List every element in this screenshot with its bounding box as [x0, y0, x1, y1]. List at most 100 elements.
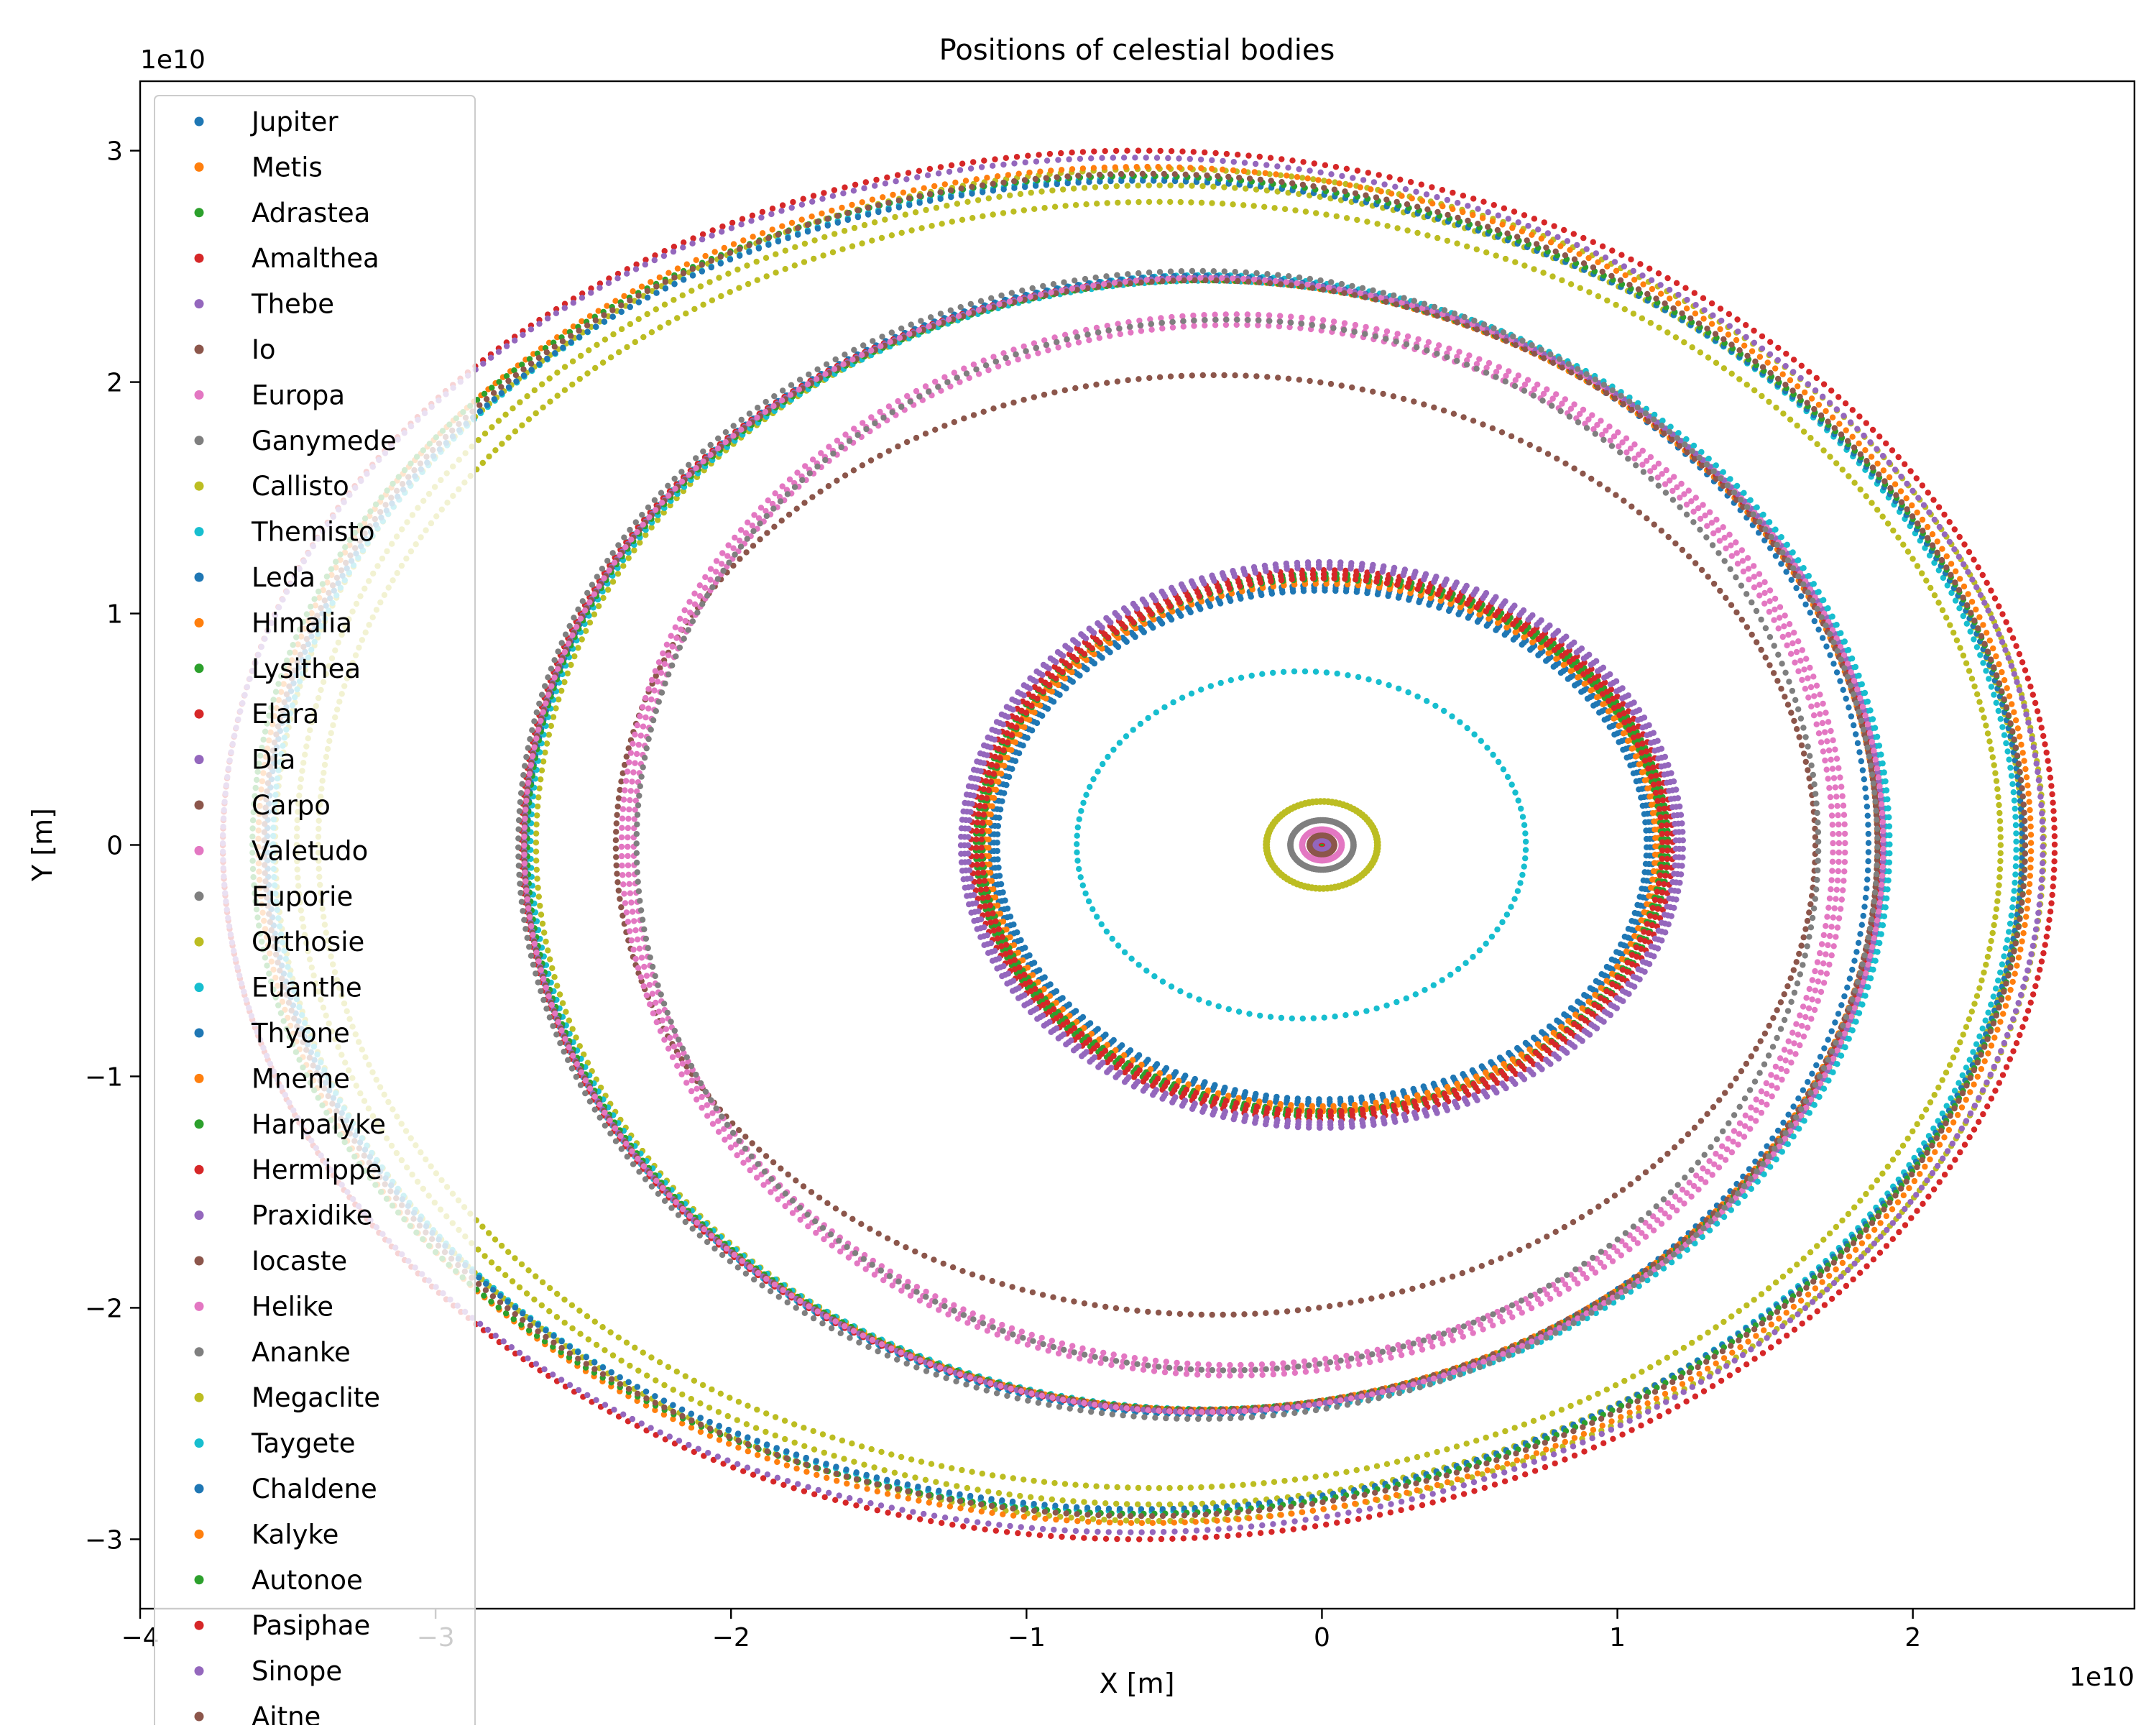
orbit-point: [971, 917, 977, 924]
orbit-point: [1159, 978, 1166, 985]
orbit-point: [832, 1205, 839, 1212]
orbit-point: [1424, 1112, 1430, 1119]
orbit-point: [974, 758, 980, 765]
orbit-point: [1110, 1351, 1117, 1358]
orbit-point: [1493, 594, 1499, 600]
orbit-point: [978, 845, 985, 851]
orbit-point: [1710, 1104, 1717, 1111]
orbit-point: [1519, 814, 1526, 820]
orbit-point: [1217, 679, 1224, 686]
orbit-point: [1383, 1002, 1390, 1009]
orbit-point: [1240, 1094, 1248, 1100]
orbit-point: [1189, 372, 1196, 379]
orbit-point: [1511, 602, 1518, 609]
orbit-point: [1674, 888, 1682, 895]
orbit-point: [1092, 1302, 1098, 1308]
orbit-point: [903, 438, 911, 446]
orbit-point: [1263, 1310, 1269, 1317]
orbit-point: [1399, 1288, 1406, 1295]
orbit-point: [977, 934, 984, 940]
orbit-point: [1159, 1095, 1166, 1102]
orbit-point: [1422, 571, 1429, 577]
orbit-point: [1253, 373, 1260, 380]
orbit-point: [1547, 622, 1553, 629]
orbit-point: [1259, 671, 1266, 677]
orbit-point: [1796, 734, 1802, 740]
series-europa: [1299, 826, 1345, 864]
orbit-point: [1188, 578, 1195, 584]
orbit-point: [1626, 991, 1632, 998]
orbit-point: [974, 926, 980, 932]
orbit-point: [1227, 677, 1235, 684]
orbit-point: [998, 711, 1005, 718]
orbit-point: [1793, 959, 1800, 965]
orbit-point: [1332, 1014, 1338, 1020]
orbit-point: [1663, 864, 1669, 870]
orbit-point: [1659, 830, 1665, 837]
orbit-point: [1115, 942, 1122, 949]
orbit-point: [1027, 675, 1033, 681]
orbit-point: [1710, 580, 1718, 587]
orbit-point: [1796, 950, 1802, 957]
orbit-point: [1207, 683, 1215, 689]
orbit-point: [825, 483, 832, 490]
orbit-point: [1657, 897, 1664, 904]
orbit-point: [1498, 1255, 1504, 1261]
orbit-point: [1048, 1029, 1054, 1036]
orbit-point: [1563, 633, 1570, 640]
orbit-point: [1489, 425, 1496, 431]
orbit-point: [1659, 847, 1666, 854]
orbit-point: [1654, 798, 1661, 804]
orbit-point: [1804, 917, 1811, 924]
orbit-point: [1405, 689, 1411, 696]
orbit-point: [1657, 1157, 1664, 1164]
orbit-point: [1570, 1219, 1577, 1226]
orbit-point: [1238, 674, 1245, 681]
orbit-point: [1657, 872, 1664, 878]
orbit-point: [1021, 397, 1027, 403]
orbit-point: [1350, 805, 1357, 812]
orbit-point: [1677, 812, 1685, 818]
orbit-point: [1661, 805, 1668, 812]
orbit-point: [968, 775, 975, 781]
orbit-point: [1380, 390, 1386, 397]
orbit-point: [977, 802, 983, 809]
orbit-point: [1334, 832, 1340, 838]
orbit-point: [959, 1268, 966, 1274]
orbit-point: [1761, 1030, 1769, 1037]
orbit-point: [1564, 1049, 1570, 1056]
orbit-point: [1538, 617, 1544, 624]
orbit-point: [1196, 996, 1202, 1003]
orbit-point: [1748, 1053, 1754, 1060]
orbit-point: [1004, 980, 1010, 987]
orbit-point: [982, 803, 988, 810]
orbit-point: [980, 895, 986, 901]
orbit-point: [1216, 1361, 1222, 1369]
orbit-point: [959, 868, 966, 874]
orbit-point: [959, 817, 966, 823]
orbit-point: [1321, 1014, 1327, 1021]
orbit-point: [1010, 399, 1017, 406]
orbit-point: [1070, 1047, 1077, 1054]
orbit-point: [973, 836, 980, 842]
orbit-point: [1469, 1267, 1475, 1273]
orbit-point: [1483, 940, 1489, 947]
orbit-point: [1003, 704, 1010, 710]
orbit-point: [1329, 836, 1336, 843]
orbit-point: [1787, 975, 1794, 982]
orbit-point: [1220, 1311, 1226, 1318]
orbit-point: [1000, 402, 1007, 409]
orbit-point: [1360, 1123, 1366, 1129]
orbit-point: [800, 1183, 807, 1190]
orbit-point: [970, 766, 977, 773]
orbit-point: [756, 1146, 763, 1153]
orbit-point: [1625, 692, 1631, 699]
orbit-point: [1093, 381, 1100, 388]
orbit-point: [1778, 686, 1784, 692]
orbit-point: [989, 957, 996, 964]
orbit-point: [1205, 1361, 1212, 1368]
orbit-point: [1650, 781, 1657, 788]
orbit-point: [1611, 1192, 1618, 1199]
orbit-point: [989, 727, 995, 733]
